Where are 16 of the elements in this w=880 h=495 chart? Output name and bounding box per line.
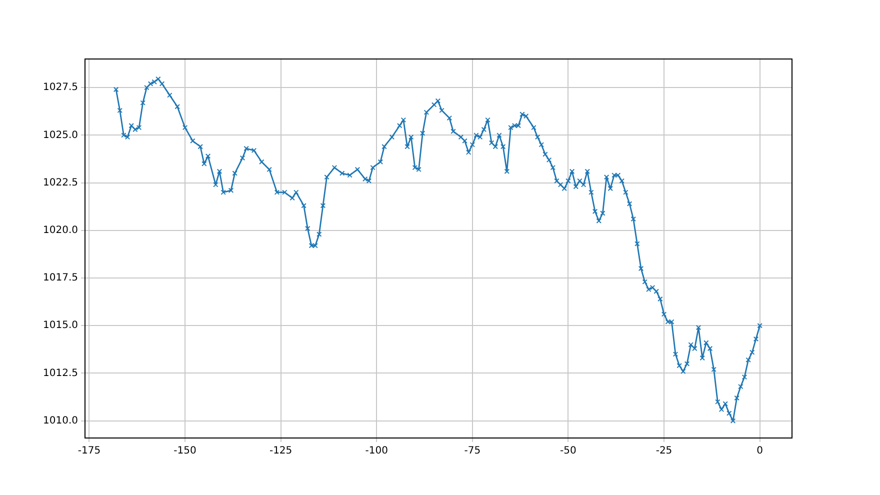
y-tick-label: 1010.0: [42, 415, 78, 426]
x-tick-label: -25: [656, 446, 672, 457]
y-tick-label: 1012.5: [42, 368, 78, 379]
y-tick-label: 1027.5: [42, 82, 78, 94]
x-tick-label: -150: [174, 446, 196, 457]
x-tick-label: -75: [464, 446, 481, 457]
y-tick-label: 1025.0: [42, 130, 78, 141]
x-tick-label: -125: [269, 446, 292, 457]
x-tick-label: -175: [78, 446, 101, 457]
y-tick-label: 1020.0: [42, 225, 78, 236]
x-tick-label: -100: [365, 446, 388, 457]
x-tick-label: 0: [756, 446, 763, 457]
y-tick-label: 1017.5: [42, 272, 78, 284]
y-tick-label: 1022.5: [42, 177, 78, 188]
y-tick-label: 1015.0: [42, 320, 78, 332]
x-tick-label: -50: [560, 446, 576, 457]
